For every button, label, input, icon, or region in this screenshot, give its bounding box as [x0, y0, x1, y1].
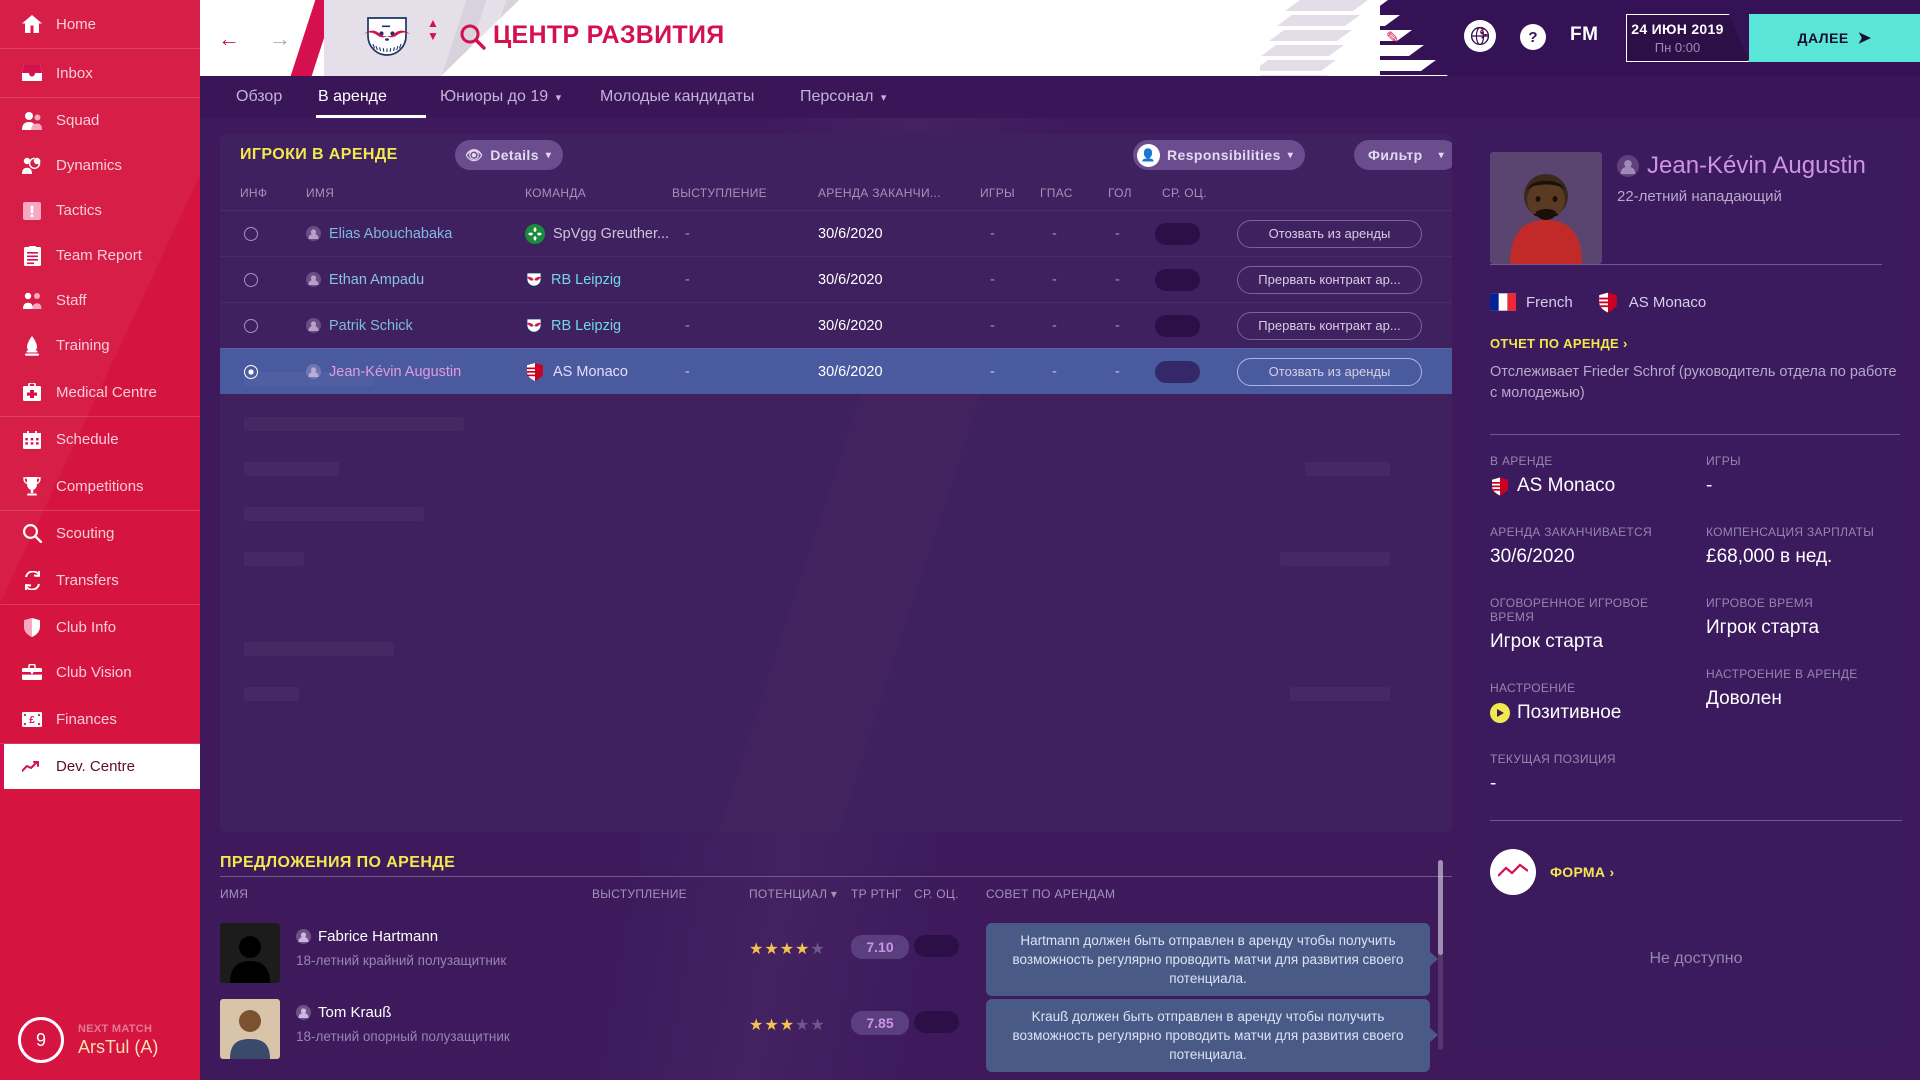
svg-text:£: £	[29, 715, 35, 726]
